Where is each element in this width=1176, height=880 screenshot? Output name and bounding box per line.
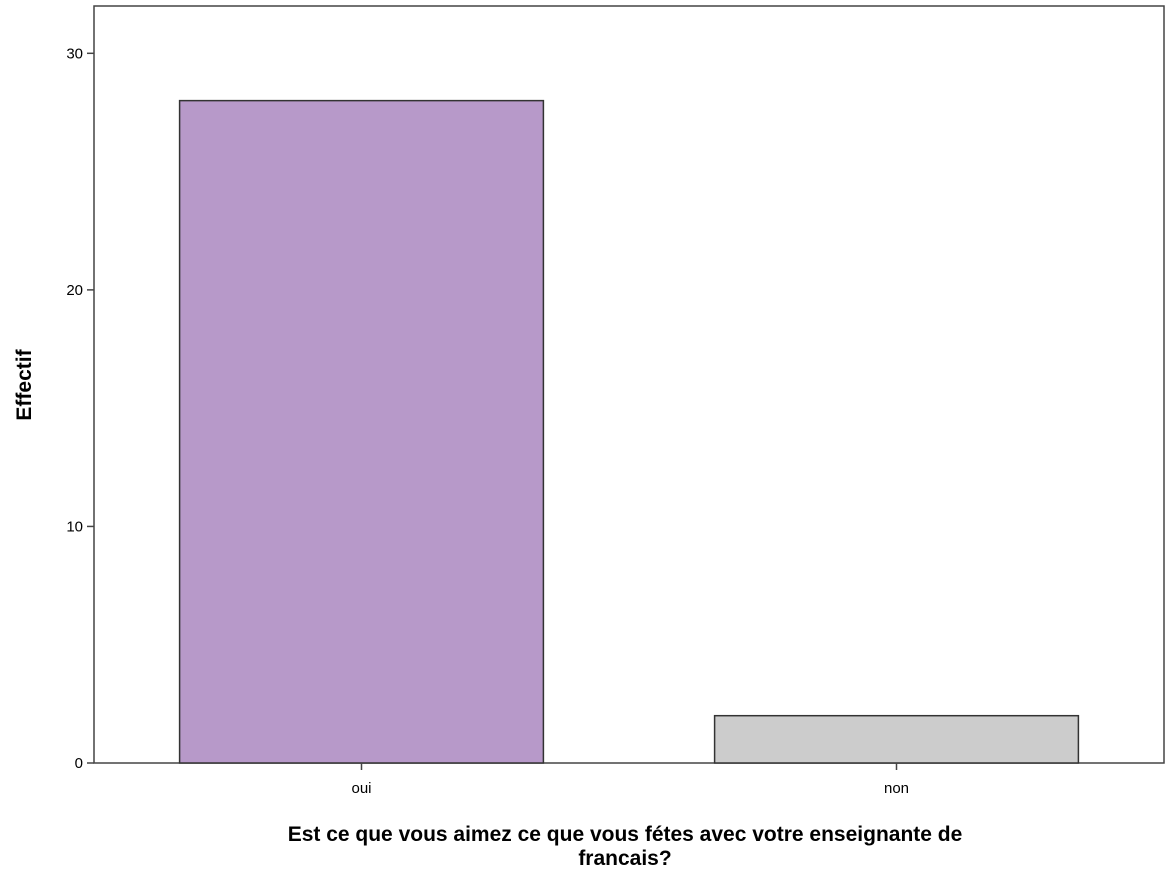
y-axis-title: Effectif — [13, 348, 36, 420]
bar-non — [713, 714, 1080, 764]
x-tick-label-oui: oui — [351, 780, 371, 797]
y-tick-label: 10 — [66, 518, 83, 535]
x-axis-title-line-1: Est ce que vous aimez ce que vous fétes … — [288, 823, 963, 846]
x-tick-label-non: non — [884, 780, 909, 797]
y-tick-label: 30 — [66, 45, 83, 62]
x-axis-ticks: oui non — [351, 763, 909, 797]
x-axis-title-line-2: francais? — [578, 847, 671, 870]
bar-oui — [178, 99, 545, 764]
y-tick-label: 0 — [75, 755, 83, 772]
y-axis-ticks: 0 10 20 30 — [66, 45, 94, 772]
y-tick-label: 20 — [66, 282, 83, 299]
